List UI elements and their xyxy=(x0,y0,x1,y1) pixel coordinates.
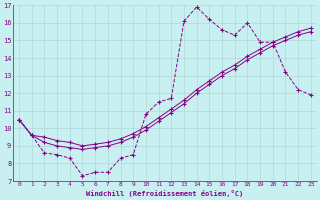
X-axis label: Windchill (Refroidissement éolien,°C): Windchill (Refroidissement éolien,°C) xyxy=(86,190,244,197)
